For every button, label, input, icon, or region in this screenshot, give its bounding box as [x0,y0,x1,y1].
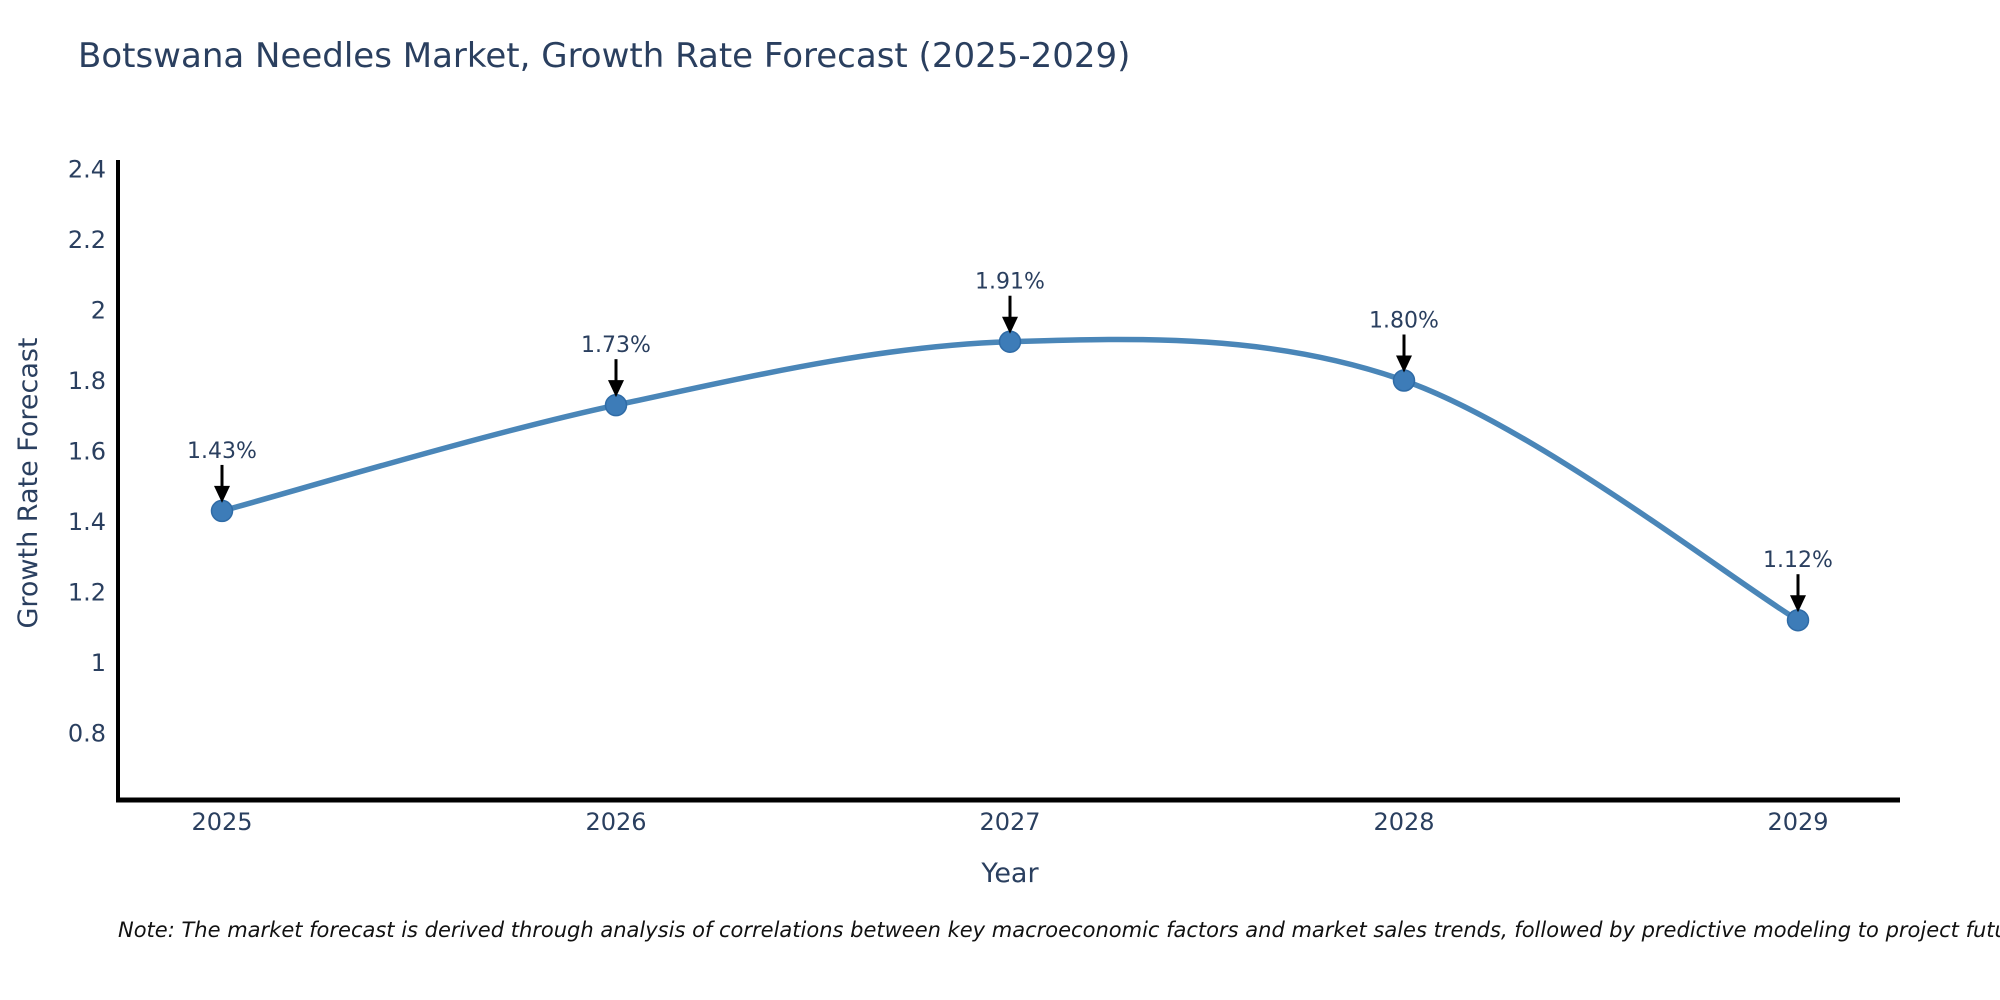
data-point-marker[interactable] [1392,369,1416,392]
x-tick-label: 2027 [979,808,1040,836]
x-axis-title: Year [981,858,1039,889]
y-tick-label: 2.4 [68,156,106,184]
x-tick-label: 2025 [191,808,252,836]
y-tick-label: 1.2 [68,579,106,607]
data-point-label: 1.91% [975,270,1045,295]
x-tick-label: 2029 [1767,808,1828,836]
y-tick-label: 1.8 [68,367,106,395]
data-point-label: 1.12% [1763,548,1833,573]
y-tick-label: 1.4 [68,508,106,536]
annotation-arrowhead [1002,316,1018,334]
data-point-label: 1.80% [1369,309,1439,334]
annotation-arrowhead [1396,355,1412,373]
x-tick-label: 2026 [585,808,646,836]
chart-title: Botswana Needles Market, Growth Rate For… [78,36,1131,76]
annotation-arrowhead [1790,595,1806,613]
y-tick-label: 1 [91,649,106,677]
y-tick-label: 0.8 [68,720,106,748]
data-point-label: 1.43% [187,439,257,464]
annotation-arrowhead [608,380,624,398]
data-point-marker[interactable] [1786,608,1810,632]
x-tick-label: 2028 [1373,808,1434,836]
forecast-line [219,336,1801,623]
data-point-label: 1.73% [581,333,651,358]
footnote: Note: The market forecast is derived thr… [118,918,2000,942]
data-point-marker[interactable] [210,499,234,523]
data-point-marker[interactable] [998,330,1022,353]
annotation-arrowhead [214,485,230,503]
y-tick-label: 2.2 [68,226,106,254]
y-axis-title: Growth Rate Forecast [13,337,44,629]
y-tick-label: 1.6 [68,438,106,466]
data-point-marker[interactable] [604,393,628,417]
y-tick-label: 2 [91,297,106,325]
